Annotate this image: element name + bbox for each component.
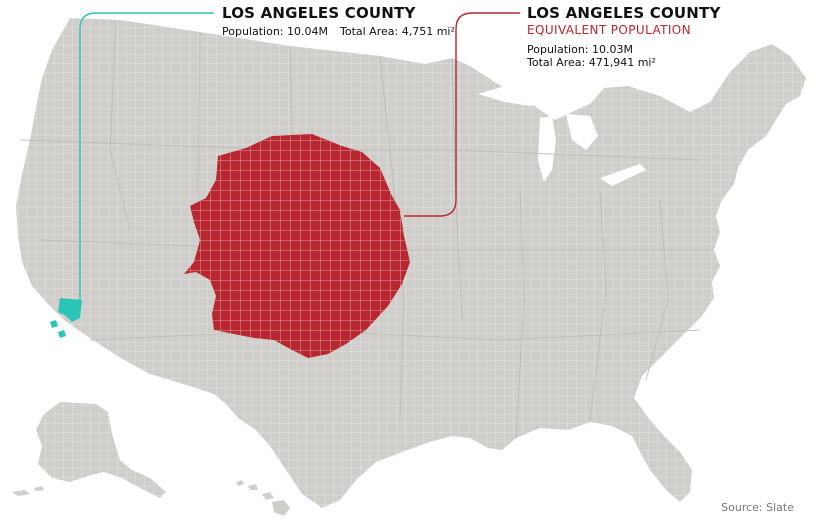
lake-michigan: [538, 116, 556, 182]
right-callout-leader: [404, 12, 520, 217]
la-county-island-1: [50, 320, 58, 328]
contiguous-us: [16, 18, 806, 508]
left-callout-population: Population: 10.04M: [222, 25, 328, 38]
equivalent-population-region: [184, 134, 410, 358]
left-callout-leader: [79, 12, 214, 300]
hawaii: [236, 480, 290, 516]
left-callout-area: Total Area: 4,751 mi²: [340, 25, 455, 38]
la-county-shape: [58, 298, 82, 322]
lake-erie: [600, 164, 646, 186]
aleutian-islands: [12, 486, 44, 496]
right-callout-area: Total Area: 471,941 mi²: [527, 56, 656, 69]
lake-huron: [566, 114, 598, 150]
la-county-island-2: [58, 330, 66, 338]
lake-superior: [478, 86, 548, 106]
alaska: [12, 402, 166, 498]
source-credit: Source: Slate: [721, 501, 794, 514]
los-angeles-county: [50, 298, 82, 338]
right-callout-title: LOS ANGELES COUNTY: [527, 4, 721, 22]
right-callout-population: Population: 10.03M: [527, 43, 633, 56]
left-callout-title: LOS ANGELES COUNTY: [222, 4, 416, 22]
right-callout-subtitle: EQUIVALENT POPULATION: [527, 23, 692, 37]
